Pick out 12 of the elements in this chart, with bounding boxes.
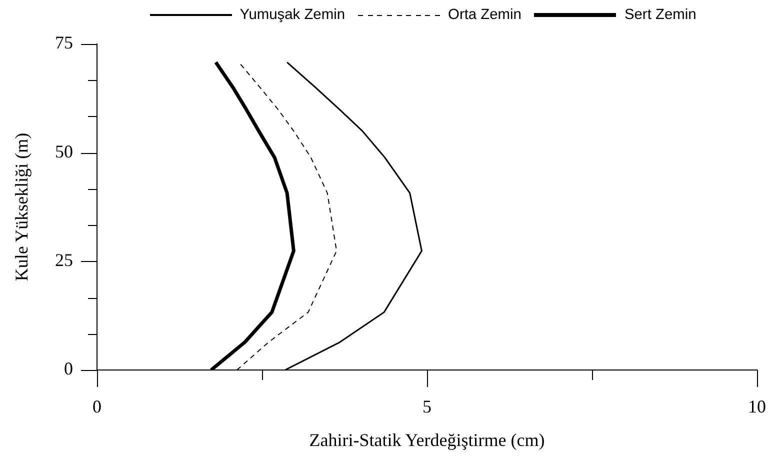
y-tick-label: 75 xyxy=(55,32,73,53)
y-tick-label: 25 xyxy=(55,250,73,270)
y-tick-label: 50 xyxy=(55,141,73,162)
y-tick-label: 0 xyxy=(64,358,73,379)
x-tick-label: 10 xyxy=(748,396,766,417)
x-tick-label: 0 xyxy=(92,396,102,417)
x-axis-title: Zahiri-Statik Yerdeğiştirme (cm) xyxy=(309,430,545,450)
x-tick-label: 5 xyxy=(422,396,432,417)
legend-label: Yumuşak Zemin xyxy=(240,6,346,24)
y-axis-title: Kule Yüksekliği (m) xyxy=(12,132,32,282)
legend-label: Orta Zemin xyxy=(448,6,522,24)
legend-label: Sert Zemin xyxy=(624,6,696,24)
